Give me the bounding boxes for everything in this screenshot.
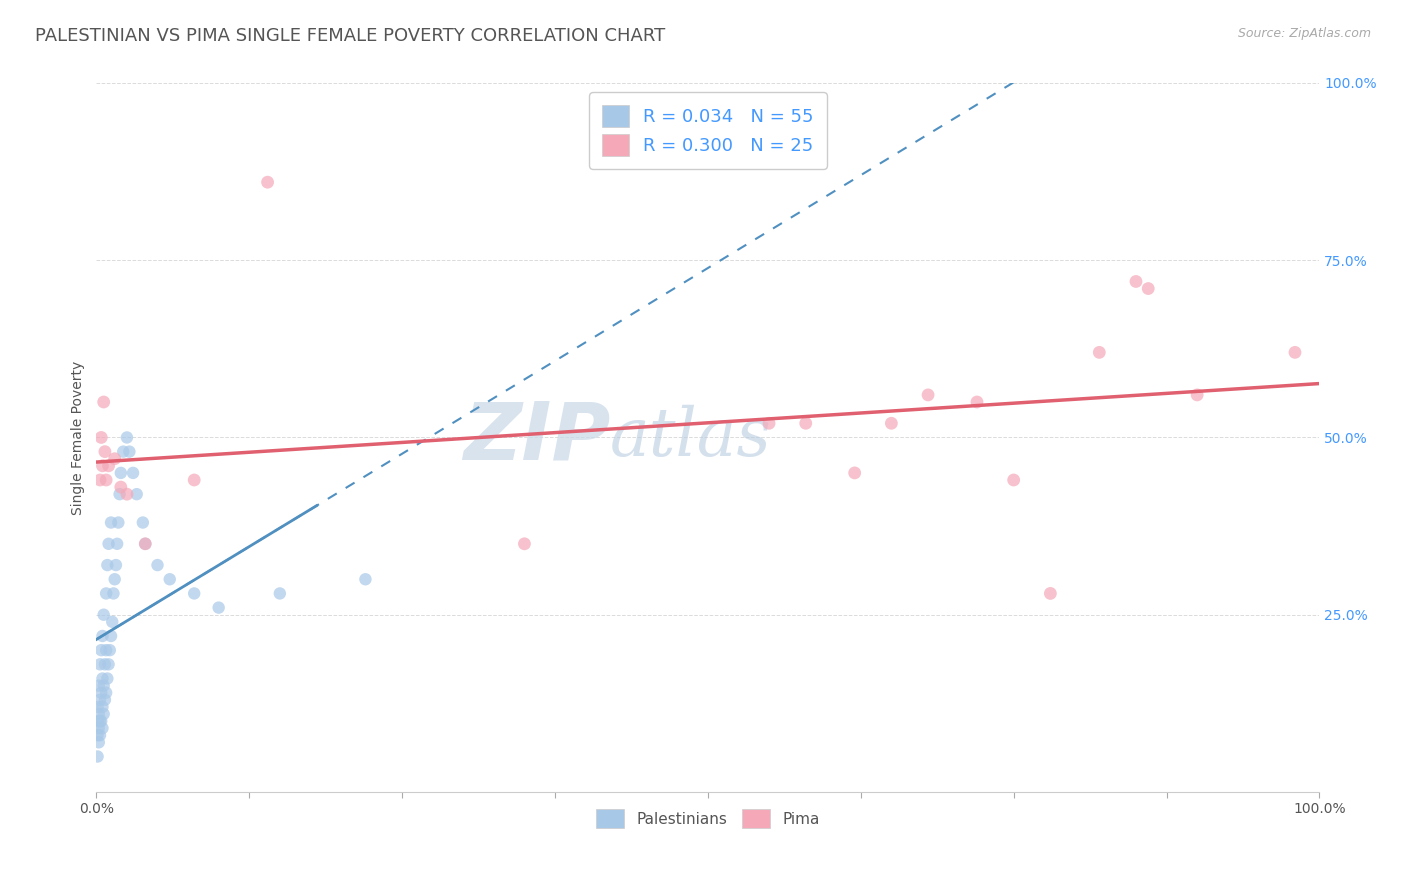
Point xyxy=(1088,345,1111,359)
Y-axis label: Single Female Poverty: Single Female Poverty xyxy=(72,360,86,515)
Point xyxy=(97,537,120,551)
Point xyxy=(97,458,120,473)
Point xyxy=(256,175,278,189)
Text: ZIP: ZIP xyxy=(463,399,610,476)
Point xyxy=(86,699,108,714)
Point xyxy=(94,686,117,700)
Point xyxy=(87,679,110,693)
Point xyxy=(87,706,110,721)
Legend: Palestinians, Pima: Palestinians, Pima xyxy=(591,803,825,834)
Point xyxy=(108,487,131,501)
Point xyxy=(94,643,117,657)
Point xyxy=(110,480,132,494)
Point xyxy=(844,466,866,480)
Point xyxy=(513,537,536,551)
Point xyxy=(86,714,108,728)
Point xyxy=(90,714,112,728)
Point xyxy=(87,721,110,735)
Text: PALESTINIAN VS PIMA SINGLE FEMALE POVERTY CORRELATION CHART: PALESTINIAN VS PIMA SINGLE FEMALE POVERT… xyxy=(35,27,665,45)
Text: atlas: atlas xyxy=(610,405,772,470)
Point xyxy=(159,572,181,586)
Point xyxy=(183,586,205,600)
Point xyxy=(91,629,114,643)
Point xyxy=(89,693,111,707)
Point xyxy=(93,706,115,721)
Point xyxy=(122,466,145,480)
Point xyxy=(1125,275,1147,289)
Point xyxy=(87,735,110,749)
Point xyxy=(90,686,112,700)
Point xyxy=(146,558,169,572)
Point xyxy=(103,586,125,600)
Point xyxy=(118,444,141,458)
Point xyxy=(93,607,115,622)
Point xyxy=(91,458,114,473)
Point xyxy=(94,586,117,600)
Point xyxy=(100,629,122,643)
Point xyxy=(134,537,156,551)
Point xyxy=(89,728,111,742)
Point xyxy=(89,473,111,487)
Point xyxy=(86,728,108,742)
Point xyxy=(183,473,205,487)
Point xyxy=(1284,345,1306,359)
Point xyxy=(134,537,156,551)
Point xyxy=(96,672,118,686)
Point xyxy=(105,537,128,551)
Point xyxy=(208,600,231,615)
Point xyxy=(1137,281,1160,295)
Point xyxy=(94,444,117,458)
Point xyxy=(93,679,115,693)
Point xyxy=(98,643,121,657)
Point xyxy=(110,466,132,480)
Point xyxy=(94,473,117,487)
Point xyxy=(104,558,127,572)
Point xyxy=(94,657,117,672)
Point xyxy=(100,516,122,530)
Point xyxy=(90,643,112,657)
Point xyxy=(354,572,377,586)
Point xyxy=(89,714,111,728)
Point xyxy=(125,487,148,501)
Point xyxy=(89,657,111,672)
Point xyxy=(86,749,108,764)
Point xyxy=(115,430,138,444)
Point xyxy=(1185,388,1208,402)
Point xyxy=(104,572,127,586)
Point xyxy=(96,558,118,572)
Point xyxy=(107,516,129,530)
Point xyxy=(104,451,127,466)
Point xyxy=(91,672,114,686)
Point xyxy=(880,417,903,431)
Point xyxy=(269,586,291,600)
Point xyxy=(917,388,939,402)
Point xyxy=(112,444,135,458)
Point xyxy=(1039,586,1062,600)
Point xyxy=(91,699,114,714)
Point xyxy=(90,430,112,444)
Point xyxy=(758,417,780,431)
Point xyxy=(97,657,120,672)
Point xyxy=(94,693,117,707)
Point xyxy=(93,395,115,409)
Point xyxy=(101,615,124,629)
Point xyxy=(91,721,114,735)
Text: Source: ZipAtlas.com: Source: ZipAtlas.com xyxy=(1237,27,1371,40)
Point xyxy=(794,417,817,431)
Point xyxy=(132,516,155,530)
Point xyxy=(1002,473,1025,487)
Point xyxy=(115,487,138,501)
Point xyxy=(966,395,988,409)
